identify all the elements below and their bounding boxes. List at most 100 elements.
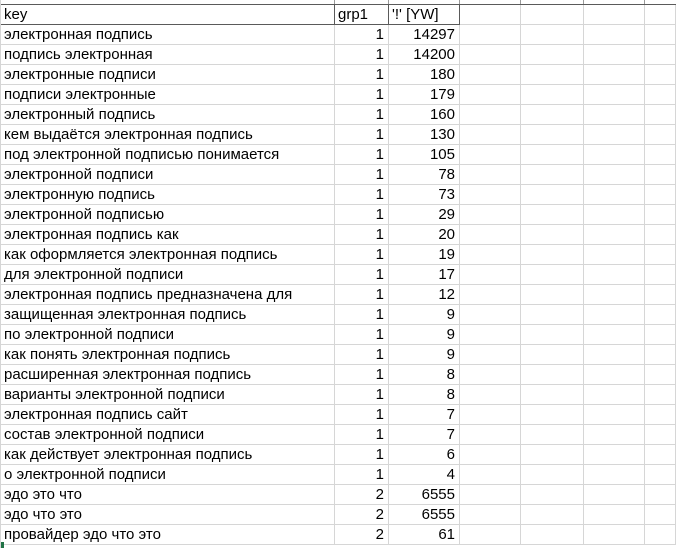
cell-key[interactable]: электронная подпись предназначена для (1, 285, 335, 305)
cell-empty[interactable] (645, 445, 676, 465)
cell-empty[interactable] (645, 45, 676, 65)
cell-key[interactable]: электронный подпись (1, 105, 335, 125)
cell-empty[interactable] (521, 165, 584, 185)
cell-empty[interactable] (645, 265, 676, 285)
cell-empty[interactable] (645, 25, 676, 45)
cell-empty[interactable] (584, 445, 645, 465)
cell-grp1[interactable]: 1 (335, 245, 389, 265)
cell-empty[interactable] (460, 325, 521, 345)
cell-empty[interactable] (584, 85, 645, 105)
column-header-empty[interactable] (460, 5, 521, 25)
cell-empty[interactable] (645, 145, 676, 165)
cell-empty[interactable] (460, 405, 521, 425)
cell-yw[interactable]: 160 (389, 105, 460, 125)
cell-yw[interactable]: 29 (389, 205, 460, 225)
cell-yw[interactable]: 61 (389, 525, 460, 545)
cell-empty[interactable] (645, 125, 676, 145)
cell-yw[interactable]: 14200 (389, 45, 460, 65)
cell-key[interactable]: по электронной подписи (1, 325, 335, 345)
cell-grp1[interactable]: 1 (335, 105, 389, 125)
cell-empty[interactable] (645, 345, 676, 365)
cell-yw[interactable]: 7 (389, 405, 460, 425)
cell-empty[interactable] (460, 105, 521, 125)
cell-empty[interactable] (460, 305, 521, 325)
cell-grp1[interactable]: 1 (335, 465, 389, 485)
cell-empty[interactable] (584, 145, 645, 165)
cell-grp1[interactable]: 1 (335, 385, 389, 405)
cell-empty[interactable] (460, 345, 521, 365)
cell-yw[interactable]: 4 (389, 465, 460, 485)
column-header-grp1[interactable]: grp1 (335, 5, 389, 25)
cell-grp1[interactable]: 1 (335, 305, 389, 325)
cell-key[interactable]: электронную подпись (1, 185, 335, 205)
cell-empty[interactable] (645, 205, 676, 225)
cell-empty[interactable] (584, 425, 645, 445)
cell-empty[interactable] (584, 485, 645, 505)
cell-empty[interactable] (645, 105, 676, 125)
cell-yw[interactable]: 14297 (389, 25, 460, 45)
cell-key[interactable]: электронная подпись как (1, 225, 335, 245)
cell-grp1[interactable]: 1 (335, 325, 389, 345)
cell-empty[interactable] (584, 325, 645, 345)
cell-empty[interactable] (645, 425, 676, 445)
cell-grp1[interactable]: 2 (335, 505, 389, 525)
cell-yw[interactable]: 9 (389, 325, 460, 345)
cell-grp1[interactable]: 1 (335, 405, 389, 425)
cell-empty[interactable] (584, 245, 645, 265)
cell-grp1[interactable]: 1 (335, 85, 389, 105)
cell-empty[interactable] (584, 345, 645, 365)
cell-empty[interactable] (584, 525, 645, 545)
column-header-empty[interactable] (521, 5, 584, 25)
cell-key[interactable]: кем выдаётся электронная подпись (1, 125, 335, 145)
cell-yw[interactable]: 73 (389, 185, 460, 205)
cell-yw[interactable]: 6555 (389, 505, 460, 525)
cell-empty[interactable] (460, 485, 521, 505)
cell-grp1[interactable]: 1 (335, 445, 389, 465)
cell-empty[interactable] (521, 225, 584, 245)
cell-yw[interactable]: 19 (389, 245, 460, 265)
cell-yw[interactable]: 130 (389, 125, 460, 145)
cell-grp1[interactable]: 1 (335, 345, 389, 365)
cell-empty[interactable] (521, 385, 584, 405)
cell-empty[interactable] (460, 125, 521, 145)
cell-key[interactable]: как понять электронная подпись (1, 345, 335, 365)
cell-empty[interactable] (645, 225, 676, 245)
cell-empty[interactable] (521, 365, 584, 385)
cell-key[interactable]: эдо это что (1, 485, 335, 505)
cell-grp1[interactable]: 2 (335, 525, 389, 545)
cell-empty[interactable] (521, 245, 584, 265)
cell-empty[interactable] (521, 485, 584, 505)
cell-empty[interactable] (584, 305, 645, 325)
cell-yw[interactable]: 7 (389, 425, 460, 445)
cell-empty[interactable] (460, 385, 521, 405)
cell-empty[interactable] (460, 205, 521, 225)
cell-key[interactable]: электронной подписью (1, 205, 335, 225)
cell-empty[interactable] (521, 525, 584, 545)
cell-empty[interactable] (521, 125, 584, 145)
cell-yw[interactable]: 6 (389, 445, 460, 465)
cell-yw[interactable]: 78 (389, 165, 460, 185)
cell-key[interactable]: подписи электронные (1, 85, 335, 105)
cell-empty[interactable] (584, 185, 645, 205)
cell-empty[interactable] (460, 505, 521, 525)
cell-empty[interactable] (584, 25, 645, 45)
cell-empty[interactable] (645, 405, 676, 425)
cell-empty[interactable] (460, 445, 521, 465)
cell-empty[interactable] (645, 385, 676, 405)
cell-empty[interactable] (645, 465, 676, 485)
cell-empty[interactable] (645, 185, 676, 205)
cell-grp1[interactable]: 1 (335, 365, 389, 385)
cell-grp1[interactable]: 1 (335, 205, 389, 225)
column-header-yw[interactable]: '!' [YW] (389, 5, 460, 25)
cell-empty[interactable] (460, 185, 521, 205)
cell-key[interactable]: провайдер эдо что это (1, 525, 335, 545)
cell-key[interactable]: состав электронной подписи (1, 425, 335, 445)
cell-grp1[interactable]: 1 (335, 45, 389, 65)
column-header-key[interactable]: key (1, 5, 335, 25)
cell-empty[interactable] (460, 365, 521, 385)
cell-key[interactable]: подпись электронная (1, 45, 335, 65)
cell-empty[interactable] (460, 85, 521, 105)
cell-key[interactable]: электронной подписи (1, 165, 335, 185)
cell-empty[interactable] (645, 525, 676, 545)
cell-yw[interactable]: 20 (389, 225, 460, 245)
